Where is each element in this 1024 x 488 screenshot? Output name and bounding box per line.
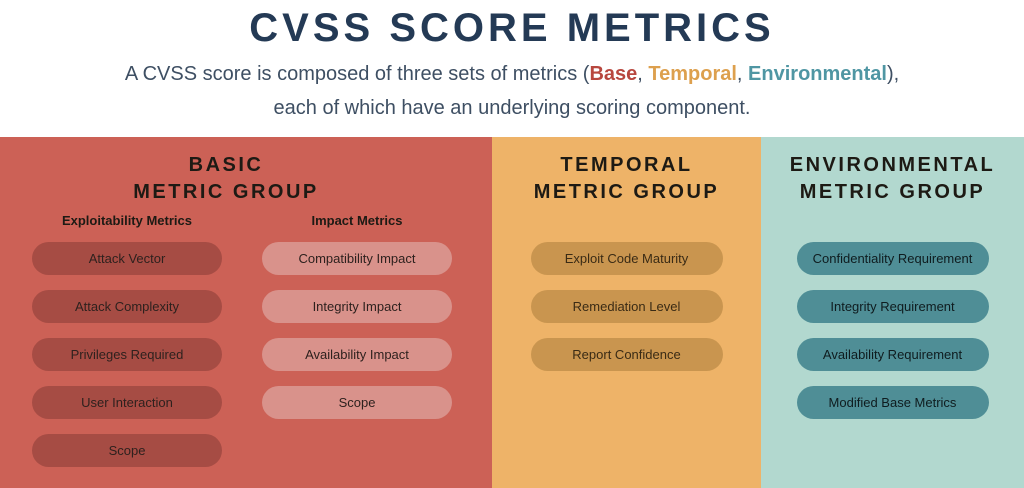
pill-exploit-code-maturity: Exploit Code Maturity <box>530 242 723 275</box>
pill-attack-complexity: Attack Complexity <box>32 290 222 323</box>
panel-basic-metric-group: BASIC METRIC GROUP Exploitability Metrics… <box>0 137 492 488</box>
pill-integrity-impact: Integrity Impact <box>262 290 452 323</box>
pill-attack-vector: Attack Vector <box>32 242 222 275</box>
pill-modified-base-metrics: Modified Base Metrics <box>796 386 989 419</box>
impact-metrics-header: Impact Metrics <box>311 213 403 228</box>
subtitle-separator-2: , <box>736 63 749 85</box>
pill-report-confidence: Report Confidence <box>530 338 723 371</box>
panel-temporal-metric-group: TEMPORAL METRIC GROUP Exploit Code Maturi… <box>492 137 761 488</box>
temporal-group-title: TEMPORAL METRIC GROUP <box>492 152 761 206</box>
pill-availability-requirement: Availability Requirement <box>796 338 989 371</box>
subtitle-line-1: A CVSS score is composed of three sets o… <box>0 63 1024 86</box>
subtitle-environmental-word: Environmental <box>748 63 887 85</box>
subtitle-base-word: Base <box>589 63 638 85</box>
pill-user-interaction: User Interaction <box>32 386 222 419</box>
basic-group-title-line1: BASIC <box>188 154 264 176</box>
environmental-group-title: ENVIRONMENTAL METRIC GROUP <box>761 152 1024 206</box>
panel-environmental-metric-group: ENVIRONMENTAL METRIC GROUP Confidentialit… <box>761 137 1024 488</box>
subtitle-suffix: ), <box>886 63 900 85</box>
exploitability-metrics-header: Exploitability Metrics <box>61 213 193 228</box>
temporal-group-title-line1: TEMPORAL <box>560 154 693 176</box>
pill-privileges-required: Privileges Required <box>32 338 222 371</box>
subtitle-prefix: A CVSS score is composed of three sets o… <box>124 63 590 85</box>
subtitle-line-2: each of which have an underlying scoring… <box>273 97 751 119</box>
pill-compatibility-impact: Compatibility Impact <box>262 242 452 275</box>
environmental-group-title-line1: ENVIRONMENTAL <box>789 154 996 176</box>
pill-exploitability-scope: Scope <box>32 434 222 467</box>
pill-remediation-level: Remediation Level <box>530 290 723 323</box>
pill-confidentiality-requirement: Confidentiality Requirement <box>796 242 989 275</box>
pill-impact-scope: Scope <box>262 386 452 419</box>
environmental-group-title-line2: METRIC GROUP <box>799 181 986 203</box>
basic-group-title-line2: METRIC GROUP <box>133 181 319 203</box>
page-title: CVSS SCORE METRICS <box>249 6 775 50</box>
subtitle-temporal-word: Temporal <box>648 63 737 85</box>
temporal-group-title-line2: METRIC GROUP <box>533 181 720 203</box>
pill-integrity-requirement: Integrity Requirement <box>796 290 989 323</box>
pill-availability-impact: Availability Impact <box>262 338 452 371</box>
metric-group-panels: BASIC METRIC GROUP Exploitability Metrics… <box>0 137 1024 488</box>
subtitle-separator-1: , <box>637 63 649 85</box>
basic-group-title: BASIC METRIC GROUP <box>0 152 492 206</box>
